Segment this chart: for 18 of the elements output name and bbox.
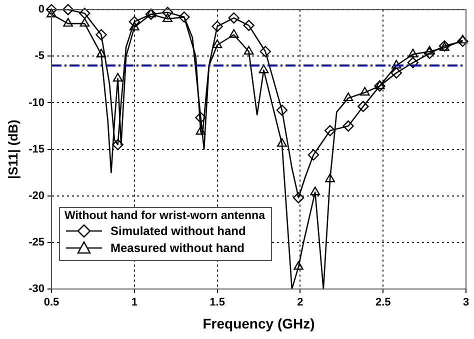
x-tick-label: 3	[462, 296, 470, 309]
x-tick-label: 1	[131, 296, 138, 309]
x-tick-label: 0.5	[44, 296, 60, 309]
legend-title: Without hand for wrist-worn antenna	[64, 210, 265, 222]
y-tick-label: -25	[28, 236, 44, 248]
x-axis-title: Frequency (GHz)	[202, 315, 315, 332]
y-tick-label: -30	[28, 283, 44, 296]
y-tick-label: -20	[28, 190, 44, 202]
x-tick-label: 2.5	[375, 296, 391, 309]
y-tick-label: -15	[28, 143, 44, 156]
x-tick-label: 1.5	[210, 296, 225, 309]
y-tick-label: -10	[28, 96, 44, 109]
legend-label: Simulated without hand	[110, 224, 246, 238]
x-tick-label: 2	[297, 296, 304, 309]
y-axis-title: |S11| (dB)	[5, 120, 20, 179]
legend-label: Measured without hand	[110, 241, 244, 255]
y-tick-label: 0	[38, 4, 44, 16]
y-tick-label: -5	[34, 50, 44, 62]
